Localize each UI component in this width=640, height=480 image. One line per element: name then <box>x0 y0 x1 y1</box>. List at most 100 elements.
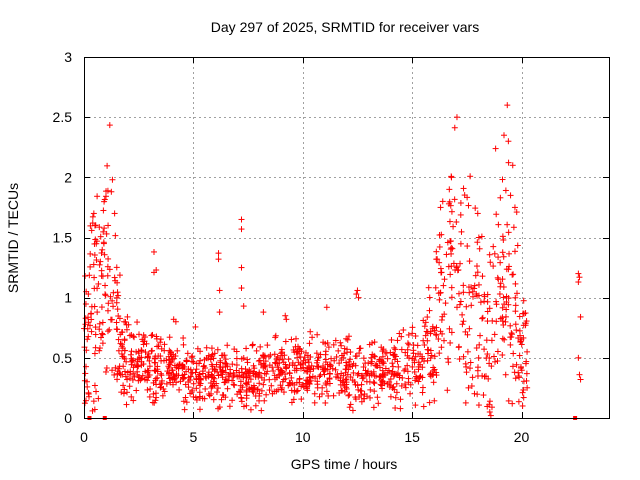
data-point <box>230 373 237 380</box>
data-point <box>144 353 151 360</box>
data-point <box>102 291 109 298</box>
data-point <box>390 383 397 390</box>
data-point <box>205 391 212 398</box>
data-point <box>484 291 491 298</box>
data-point <box>263 391 270 398</box>
data-point <box>91 350 98 357</box>
data-point <box>483 355 490 362</box>
data-point <box>404 340 411 347</box>
data-point <box>260 360 267 367</box>
data-point <box>94 309 101 316</box>
x-tick-label: 0 <box>80 429 88 445</box>
data-point <box>486 251 493 258</box>
data-point <box>360 355 367 362</box>
data-point <box>119 329 126 336</box>
data-point <box>456 301 463 308</box>
data-point <box>97 258 104 265</box>
data-point <box>437 265 444 272</box>
data-point <box>190 380 197 387</box>
data-point <box>505 397 512 404</box>
data-point <box>523 358 530 365</box>
data-point <box>347 401 354 408</box>
data-point <box>476 341 483 348</box>
data-point <box>475 234 482 241</box>
data-point <box>114 326 121 333</box>
data-point <box>150 379 157 386</box>
data-point <box>457 240 464 247</box>
data-point <box>471 282 478 289</box>
data-point <box>94 285 101 292</box>
data-point <box>420 403 427 410</box>
data-point <box>151 248 157 255</box>
data-point <box>134 319 141 326</box>
data-point <box>229 397 236 404</box>
data-point <box>463 369 470 376</box>
data-point <box>298 396 305 403</box>
data-point <box>180 335 187 342</box>
data-point <box>181 406 188 413</box>
data-point <box>88 316 95 323</box>
data-point <box>380 360 387 367</box>
data-point <box>293 349 300 356</box>
data-point <box>296 376 303 383</box>
data-point <box>111 371 118 378</box>
data-point <box>157 384 164 391</box>
data-point <box>95 395 102 402</box>
data-point <box>387 393 394 400</box>
data-point <box>487 412 494 419</box>
data-point <box>472 272 479 279</box>
data-point <box>311 399 318 406</box>
data-point <box>192 323 199 330</box>
data-point <box>290 396 297 403</box>
data-point <box>187 390 194 397</box>
data-point <box>100 207 107 214</box>
data-point <box>243 395 250 402</box>
data-point <box>229 377 236 384</box>
data-point <box>376 373 383 380</box>
data-point <box>402 349 409 356</box>
data-point <box>460 185 467 192</box>
data-point <box>98 334 105 341</box>
data-point <box>151 367 158 374</box>
data-point <box>502 371 509 378</box>
data-point <box>236 372 243 379</box>
data-point <box>190 359 197 366</box>
data-point <box>485 375 492 382</box>
data-point <box>277 370 284 377</box>
data-point <box>193 360 200 367</box>
data-point <box>519 389 526 396</box>
data-point <box>368 360 375 367</box>
data-point <box>370 404 377 411</box>
data-point <box>436 350 443 357</box>
data-point <box>497 280 504 287</box>
data-point <box>300 357 307 364</box>
data-point <box>214 385 221 392</box>
data-point <box>187 373 194 380</box>
data-point <box>128 348 135 355</box>
data-point <box>121 386 128 393</box>
data-point <box>257 343 264 350</box>
data-point <box>493 301 500 308</box>
data-point <box>472 205 479 212</box>
data-point <box>238 226 245 233</box>
data-point <box>410 347 417 354</box>
data-point <box>142 349 149 356</box>
data-point <box>457 211 464 218</box>
data-point <box>302 349 309 356</box>
data-point <box>293 379 300 386</box>
data-point <box>304 384 311 391</box>
data-point <box>455 343 462 350</box>
data-point <box>176 361 183 368</box>
data-point <box>121 347 128 354</box>
data-point <box>405 331 412 338</box>
data-point <box>146 393 153 400</box>
data-point <box>327 362 334 369</box>
data-point <box>109 176 116 183</box>
data-point <box>500 321 507 328</box>
data-point <box>397 396 404 403</box>
data-point <box>500 283 507 290</box>
data-point <box>102 193 109 200</box>
data-point <box>343 366 350 373</box>
data-point <box>340 372 347 379</box>
data-point <box>146 363 153 370</box>
